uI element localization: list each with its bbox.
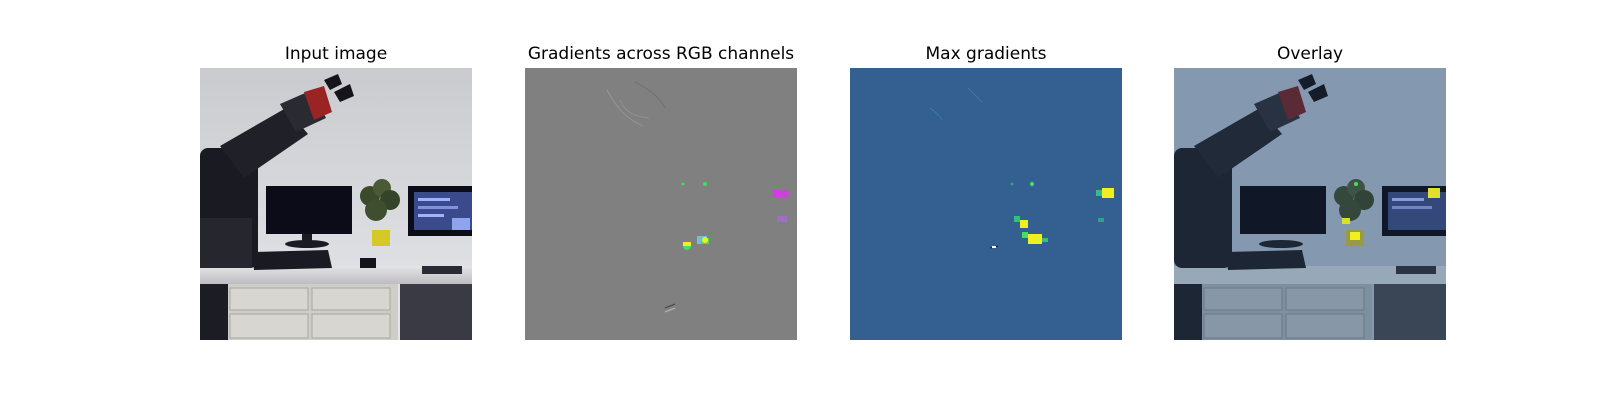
input-image [200, 68, 472, 340]
input-image-panel: Input image [200, 40, 472, 340]
max-gradients-map [850, 68, 1122, 340]
panel-title-overlay: Overlay [1276, 44, 1344, 64]
rgb-gradients-panel: Gradients across RGB channels [525, 40, 797, 340]
max-gradients-panel: Max gradients [850, 40, 1122, 340]
overlay-image [1174, 68, 1446, 340]
panel-title-input-image: Input image [284, 44, 388, 64]
overlay-panel: Overlay [1174, 40, 1446, 340]
panel-title-max-gradients: Max gradients [925, 44, 1047, 64]
panel-title-rgb-gradients: Gradients across RGB channels [527, 44, 795, 64]
rgb-gradients-map [525, 68, 797, 340]
